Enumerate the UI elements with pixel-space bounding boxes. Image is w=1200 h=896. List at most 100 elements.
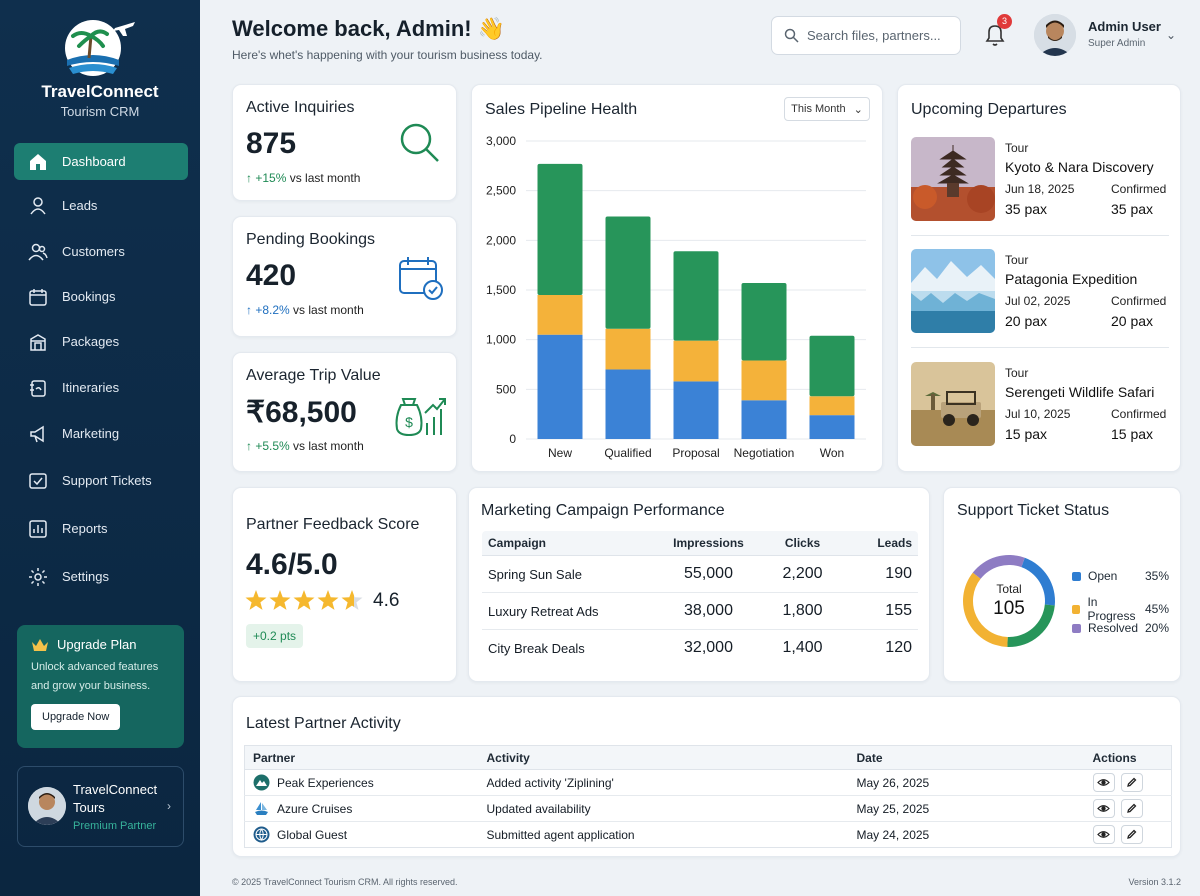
departure-item[interactable]: Tour Kyoto & Nara Discovery Jun 18, 2025… <box>911 137 1169 227</box>
bar-segment[interactable] <box>537 163 583 295</box>
sidebar-item-settings[interactable]: Settings <box>14 558 188 595</box>
sidebar-item-leads[interactable]: Leads <box>14 187 188 224</box>
partner-profile-card[interactable]: TravelConnect Tours Premium Partner › <box>17 766 184 847</box>
upgrade-now-button[interactable]: Upgrade Now <box>31 704 121 730</box>
departure-pax: 20 pax <box>1005 313 1048 329</box>
sidebar-item-bookings[interactable]: Bookings <box>14 278 188 315</box>
x-tick-label: Qualified <box>604 446 651 460</box>
view-button[interactable] <box>1092 773 1115 792</box>
donut-segment[interactable] <box>1007 604 1055 647</box>
sidebar-item-label: Support Tickets <box>62 473 152 488</box>
kpi-card-active-inquiries: Active Inquiries 875 ↑ +15% vs last mont… <box>232 84 457 201</box>
eye-icon <box>1097 779 1110 786</box>
edit-button[interactable] <box>1120 773 1143 792</box>
user-name: Admin User <box>1088 19 1161 34</box>
activity-text: Submitted agent application <box>486 827 635 842</box>
bar-segment[interactable] <box>537 334 583 439</box>
bar-segment[interactable] <box>537 294 583 335</box>
y-tick-label: 1,000 <box>486 333 516 347</box>
reports-icon <box>29 519 47 538</box>
column-header: Actions <box>1084 745 1172 770</box>
table-row[interactable]: Azure Cruises Updated availability May 2… <box>244 795 1172 822</box>
avatar <box>28 787 66 825</box>
view-button[interactable] <box>1092 799 1115 818</box>
kpi-title: Active Inquiries <box>246 99 355 116</box>
sidebar-item-support-tickets[interactable]: Support Tickets <box>14 462 188 499</box>
bar-segment[interactable] <box>673 251 719 341</box>
x-tick-label: Won <box>820 446 844 460</box>
bar-segment[interactable] <box>741 400 787 439</box>
bar-segment[interactable] <box>605 216 651 329</box>
kpi-delta: ↑ +15% vs last month <box>246 171 361 185</box>
bell-icon[interactable] <box>983 22 1007 48</box>
departure-item[interactable]: Tour Serengeti Wildlife Safari Jul 10, 2… <box>911 362 1169 452</box>
activity-date: May 24, 2025 <box>856 827 930 842</box>
view-button[interactable] <box>1092 825 1115 844</box>
table-row[interactable]: City Break Deals 32,000 1,400 120 <box>482 630 918 667</box>
y-tick-label: 0 <box>509 432 516 446</box>
bar-segment[interactable] <box>809 415 855 439</box>
legend-item-in-progress: In Progress 45% <box>1072 595 1169 623</box>
clicks-cell: 1,400 <box>782 639 823 656</box>
pagoda-photo <box>911 137 995 221</box>
page-title: Welcome back, Admin! 👋 <box>232 16 506 41</box>
table-row[interactable]: Luxury Retreat Ads 38,000 1,800 155 <box>482 592 918 630</box>
bar-segment[interactable] <box>809 335 855 397</box>
edit-button[interactable] <box>1120 825 1143 844</box>
bar-segment[interactable] <box>605 328 651 370</box>
campaign-name: City Break Deals <box>488 640 585 656</box>
edit-button[interactable] <box>1120 799 1143 818</box>
donut-segment[interactable] <box>972 555 1025 579</box>
sidebar-item-label: Marketing <box>62 426 120 441</box>
bar-segment[interactable] <box>673 340 719 382</box>
departure-date: Jul 10, 2025 <box>1005 407 1071 421</box>
user-avatar[interactable] <box>1034 14 1076 56</box>
bar-segment[interactable] <box>741 360 787 401</box>
sales-pipeline-card: Sales Pipeline Health This Month ⌄ 0 500 1,… <box>471 84 883 472</box>
legend-swatch <box>1072 571 1081 581</box>
globe-logo-icon <box>253 826 270 843</box>
donut-total-label: Total <box>996 582 1022 596</box>
impressions-cell: 55,000 <box>661 555 756 593</box>
partner-activity-card: Latest Partner Activity Partner Activity… <box>232 696 1181 857</box>
departure-status: Confirmed <box>1111 182 1167 196</box>
column-header: Campaign <box>482 531 662 556</box>
bar-segment[interactable] <box>741 283 787 361</box>
activity-text: Added activity 'Ziplining' <box>478 769 849 796</box>
chevron-down-icon: ⌄ <box>853 103 863 116</box>
sidebar-item-customers[interactable]: Customers <box>14 233 188 270</box>
sidebar-item-packages[interactable]: Packages <box>14 323 188 360</box>
search-input[interactable] <box>807 28 957 43</box>
departure-pax-confirmed: 35 pax <box>1111 201 1154 217</box>
footer-version: Version 3.1.2 <box>1128 877 1181 887</box>
campaign-title: Marketing Campaign Performance <box>481 502 725 519</box>
search-box[interactable] <box>771 16 961 55</box>
bar-segment[interactable] <box>673 381 719 439</box>
sidebar-item-dashboard[interactable]: Dashboard <box>14 143 188 180</box>
table-row[interactable]: Spring Sun Sale 55,000 2,200 190 <box>482 555 918 593</box>
sidebar-item-marketing[interactable]: Marketing <box>14 415 188 452</box>
sidebar-item-reports[interactable]: Reports <box>14 510 188 547</box>
user-role: Super Admin <box>1088 38 1146 49</box>
donut-segment[interactable] <box>963 572 1008 647</box>
period-select[interactable]: This Month ⌄ <box>784 97 870 121</box>
sidebar: TravelConnect Tourism CRM Dashboard Lead… <box>0 0 200 896</box>
departure-pax-confirmed: 20 pax <box>1111 313 1154 329</box>
svg-text:$: $ <box>405 414 413 430</box>
departure-pax: 15 pax <box>1005 426 1048 442</box>
donut-segment[interactable] <box>1021 557 1055 606</box>
sidebar-item-label: Leads <box>62 198 98 213</box>
chevron-down-icon[interactable]: ⌄ <box>1166 28 1177 42</box>
partner-name: Azure Cruises <box>277 801 353 816</box>
table-row[interactable]: Peak Experiences Added activity 'Ziplini… <box>244 769 1172 796</box>
campaign-table: Campaign Impressions Clicks Leads Spring… <box>481 530 919 667</box>
star-icon <box>317 590 339 610</box>
departure-date: Jul 02, 2025 <box>1005 294 1071 308</box>
bar-segment[interactable] <box>809 396 855 416</box>
bar-segment[interactable] <box>605 369 651 439</box>
table-row[interactable]: Global Guest Submitted agent application… <box>245 822 1172 848</box>
brand-name: TravelConnect <box>41 82 159 101</box>
safari-jeep-photo <box>911 362 995 446</box>
departure-item[interactable]: Tour Patagonia Expedition Jul 02, 2025 C… <box>911 249 1169 339</box>
sidebar-item-itineraries[interactable]: Itineraries <box>14 369 188 406</box>
